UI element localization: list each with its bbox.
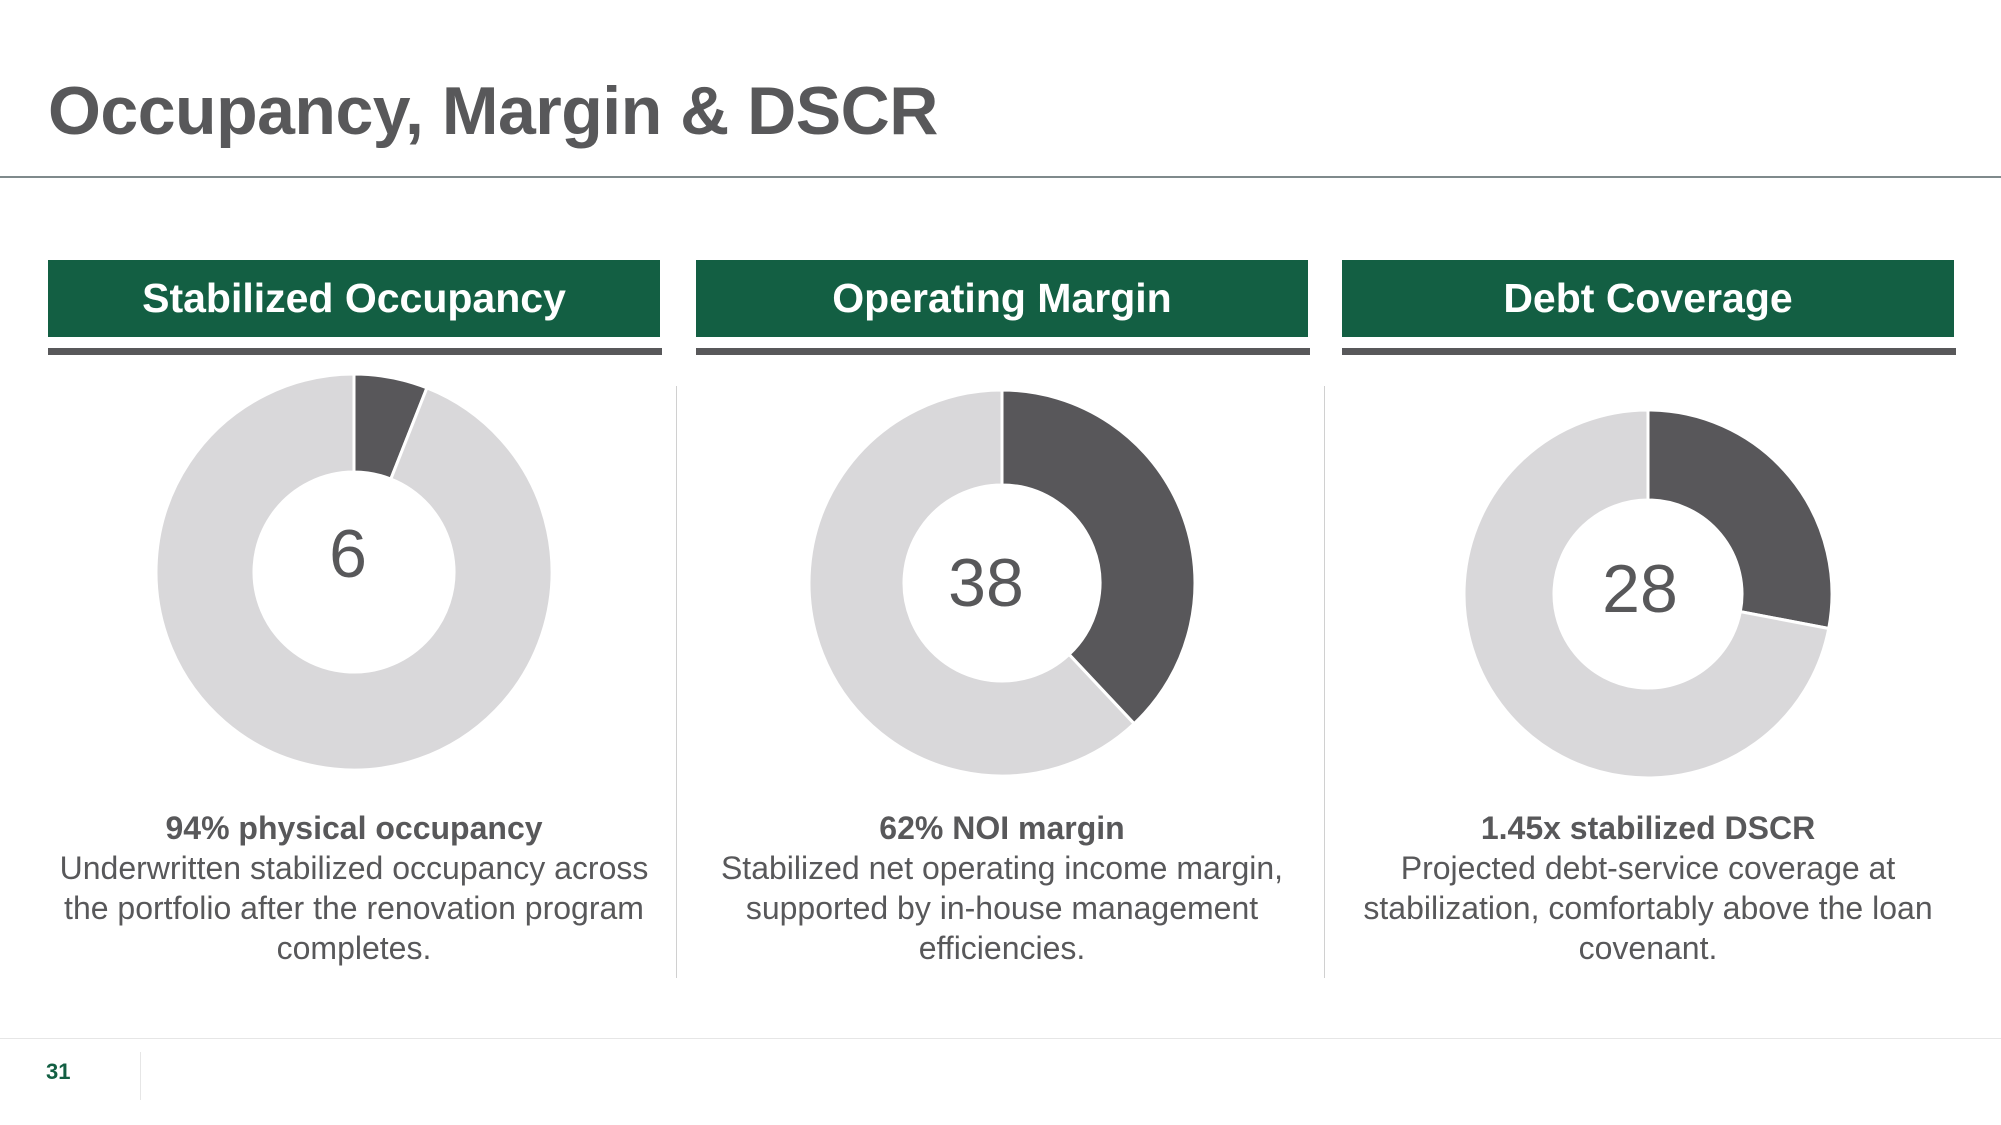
donut-slice-remainder — [1462, 408, 1831, 780]
panel-stabilized-occupancy: Stabilized Occupancy 6 94% physical occu… — [48, 260, 662, 980]
donut-slice-highlight — [1000, 388, 1197, 726]
panel-operating-margin: Operating Margin 38 62% NOI margin Stabi… — [696, 260, 1310, 980]
donut-slice-remainder — [154, 372, 554, 772]
donut-chart: 6 — [154, 372, 554, 772]
caption-body: Projected debt-service coverage at stabi… — [1363, 850, 1933, 966]
caption-body: Underwritten stabilized occupancy across… — [59, 850, 649, 966]
caption-body: Stabilized net operating income margin, … — [720, 850, 1284, 966]
title-divider — [0, 176, 2001, 178]
donut-center-value: 6 — [329, 516, 367, 592]
caption-headline: 94% physical occupancy — [165, 810, 543, 846]
footer-divider — [0, 1038, 2001, 1039]
donut-center-value: 38 — [948, 545, 1024, 621]
donut-center-value: 28 — [1602, 551, 1678, 627]
panel-header: Debt Coverage — [1342, 260, 1954, 337]
caption-headline: 1.45x stabilized DSCR — [1480, 810, 1816, 846]
column-divider — [676, 386, 677, 978]
donut-chart: 28 — [1462, 408, 1834, 780]
column-divider — [1324, 386, 1325, 978]
panel-caption: 62% NOI margin Stabilized net operating … — [696, 808, 1308, 968]
footer-separator — [140, 1052, 141, 1100]
panel-header: Operating Margin — [696, 260, 1308, 337]
donut-chart: 38 — [807, 388, 1197, 778]
caption-headline: 62% NOI margin — [879, 810, 1125, 846]
page-number: 31 — [46, 1059, 71, 1084]
header-underline — [1342, 348, 1956, 355]
header-underline — [48, 348, 662, 355]
donut-slice-highlight — [1646, 408, 1834, 631]
donut-slice-remainder — [807, 388, 1137, 778]
page-title: Occupancy, Margin & DSCR — [48, 73, 938, 149]
header-underline — [696, 348, 1310, 355]
panel-debt-coverage: Debt Coverage 28 1.45x stabilized DSCR P… — [1342, 260, 1956, 980]
panel-caption: 1.45x stabilized DSCR Projected debt-ser… — [1342, 808, 1954, 968]
panel-caption: 94% physical occupancy Underwritten stab… — [48, 808, 660, 968]
panel-header: Stabilized Occupancy — [48, 260, 660, 337]
